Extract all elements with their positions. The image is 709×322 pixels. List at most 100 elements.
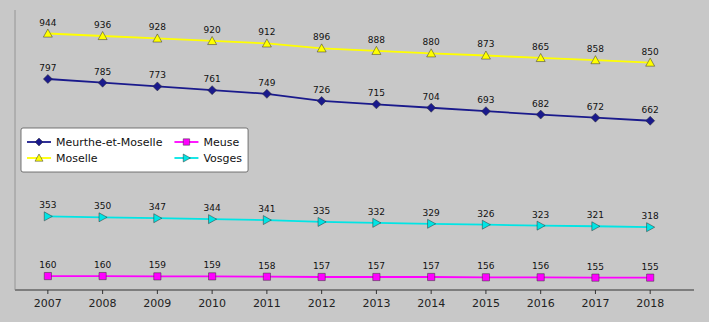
data-label: 341 [258,204,275,214]
x-tick [47,290,48,294]
x-tick-label: 2014 [417,297,445,310]
data-label: 155 [642,262,659,272]
legend-marker [183,139,189,145]
series-marker [537,221,545,230]
series-marker [44,212,52,221]
series-marker [43,29,52,37]
data-labels: 7977857737617497267157046936826726621601… [39,18,659,272]
series [43,74,654,125]
data-label: 880 [423,37,440,47]
series-marker [263,216,271,225]
series-marker [537,274,544,281]
series-marker [647,223,655,232]
data-label: 920 [204,25,221,35]
data-label: 344 [204,203,221,213]
legend-marker [35,154,43,161]
series-marker [153,34,162,42]
data-label: 936 [94,20,111,30]
data-label: 912 [258,27,275,37]
data-label: 888 [368,35,385,45]
legend-item: Meurthe-et-Moselle [27,136,163,149]
series-marker [647,274,654,281]
data-label: 773 [149,70,166,80]
series-marker [372,46,381,54]
data-label: 318 [642,211,659,221]
data-label: 160 [39,260,56,270]
x-tick-label: 2010 [198,297,226,310]
series-marker [373,273,380,280]
data-label: 785 [94,67,111,77]
legend-item: Moselle [27,152,98,165]
chart: 2007200820092010201120122013201420152016… [0,0,709,322]
data-label: 693 [477,95,494,105]
series-marker [208,86,217,95]
axes: 2007200820092010201120122013201420152016… [15,10,694,310]
series [44,272,654,281]
series-marker [44,272,51,279]
data-label: 347 [149,202,166,212]
legend-item: Meuse [174,136,239,149]
data-label: 928 [149,22,166,32]
series-marker [154,214,162,223]
x-tick-label: 2018 [636,297,664,310]
data-label: 321 [587,210,604,220]
x-tick [157,290,158,294]
series-line [48,276,650,278]
data-label: 323 [532,210,549,220]
series-marker [317,96,326,105]
series-marker [427,103,436,112]
series-marker [428,219,436,228]
x-tick [485,290,486,294]
x-tick-label: 2008 [89,297,117,310]
data-label: 672 [587,102,604,112]
series-marker [43,74,52,83]
x-tick [650,290,651,294]
series-marker [592,274,599,281]
data-label: 850 [642,47,659,57]
data-label: 704 [423,92,440,102]
data-label: 156 [532,261,549,271]
data-label: 873 [477,39,494,49]
series-marker [99,213,107,222]
x-tick-label: 2007 [34,297,62,310]
series-marker [482,274,489,281]
x-tick-label: 2009 [143,297,171,310]
series-marker [482,220,490,229]
y-axis-line [15,10,16,290]
x-tick-label: 2012 [308,297,336,310]
data-label: 326 [477,209,494,219]
x-tick [376,290,377,294]
series-marker [536,110,545,119]
data-label: 158 [258,261,275,271]
legend-label: Vosges [203,152,242,165]
data-label: 858 [587,44,604,54]
data-label: 865 [532,42,549,52]
series-marker [318,273,325,280]
x-tick [212,290,213,294]
data-label: 896 [313,32,330,42]
data-label: 157 [368,261,385,271]
data-label: 156 [477,261,494,271]
series-marker [536,53,545,61]
series-marker [262,89,271,98]
data-label: 353 [39,200,56,210]
series-line [48,216,650,227]
series-marker [646,58,655,66]
x-tick [321,290,322,294]
series-marker [263,273,270,280]
legend-box [21,128,248,172]
x-tick [266,290,267,294]
series-marker [427,49,436,57]
x-tick [595,290,596,294]
series-marker [154,273,161,280]
legend-label: Moselle [56,152,98,165]
x-axis-line [15,290,694,291]
legend-label: Meurthe-et-Moselle [56,136,163,149]
series [44,212,654,232]
series-marker [646,116,655,125]
legend-label: Meuse [203,136,239,149]
data-label: 157 [423,261,440,271]
series-marker [209,273,216,280]
series-marker [318,217,326,226]
series-marker [98,78,107,87]
